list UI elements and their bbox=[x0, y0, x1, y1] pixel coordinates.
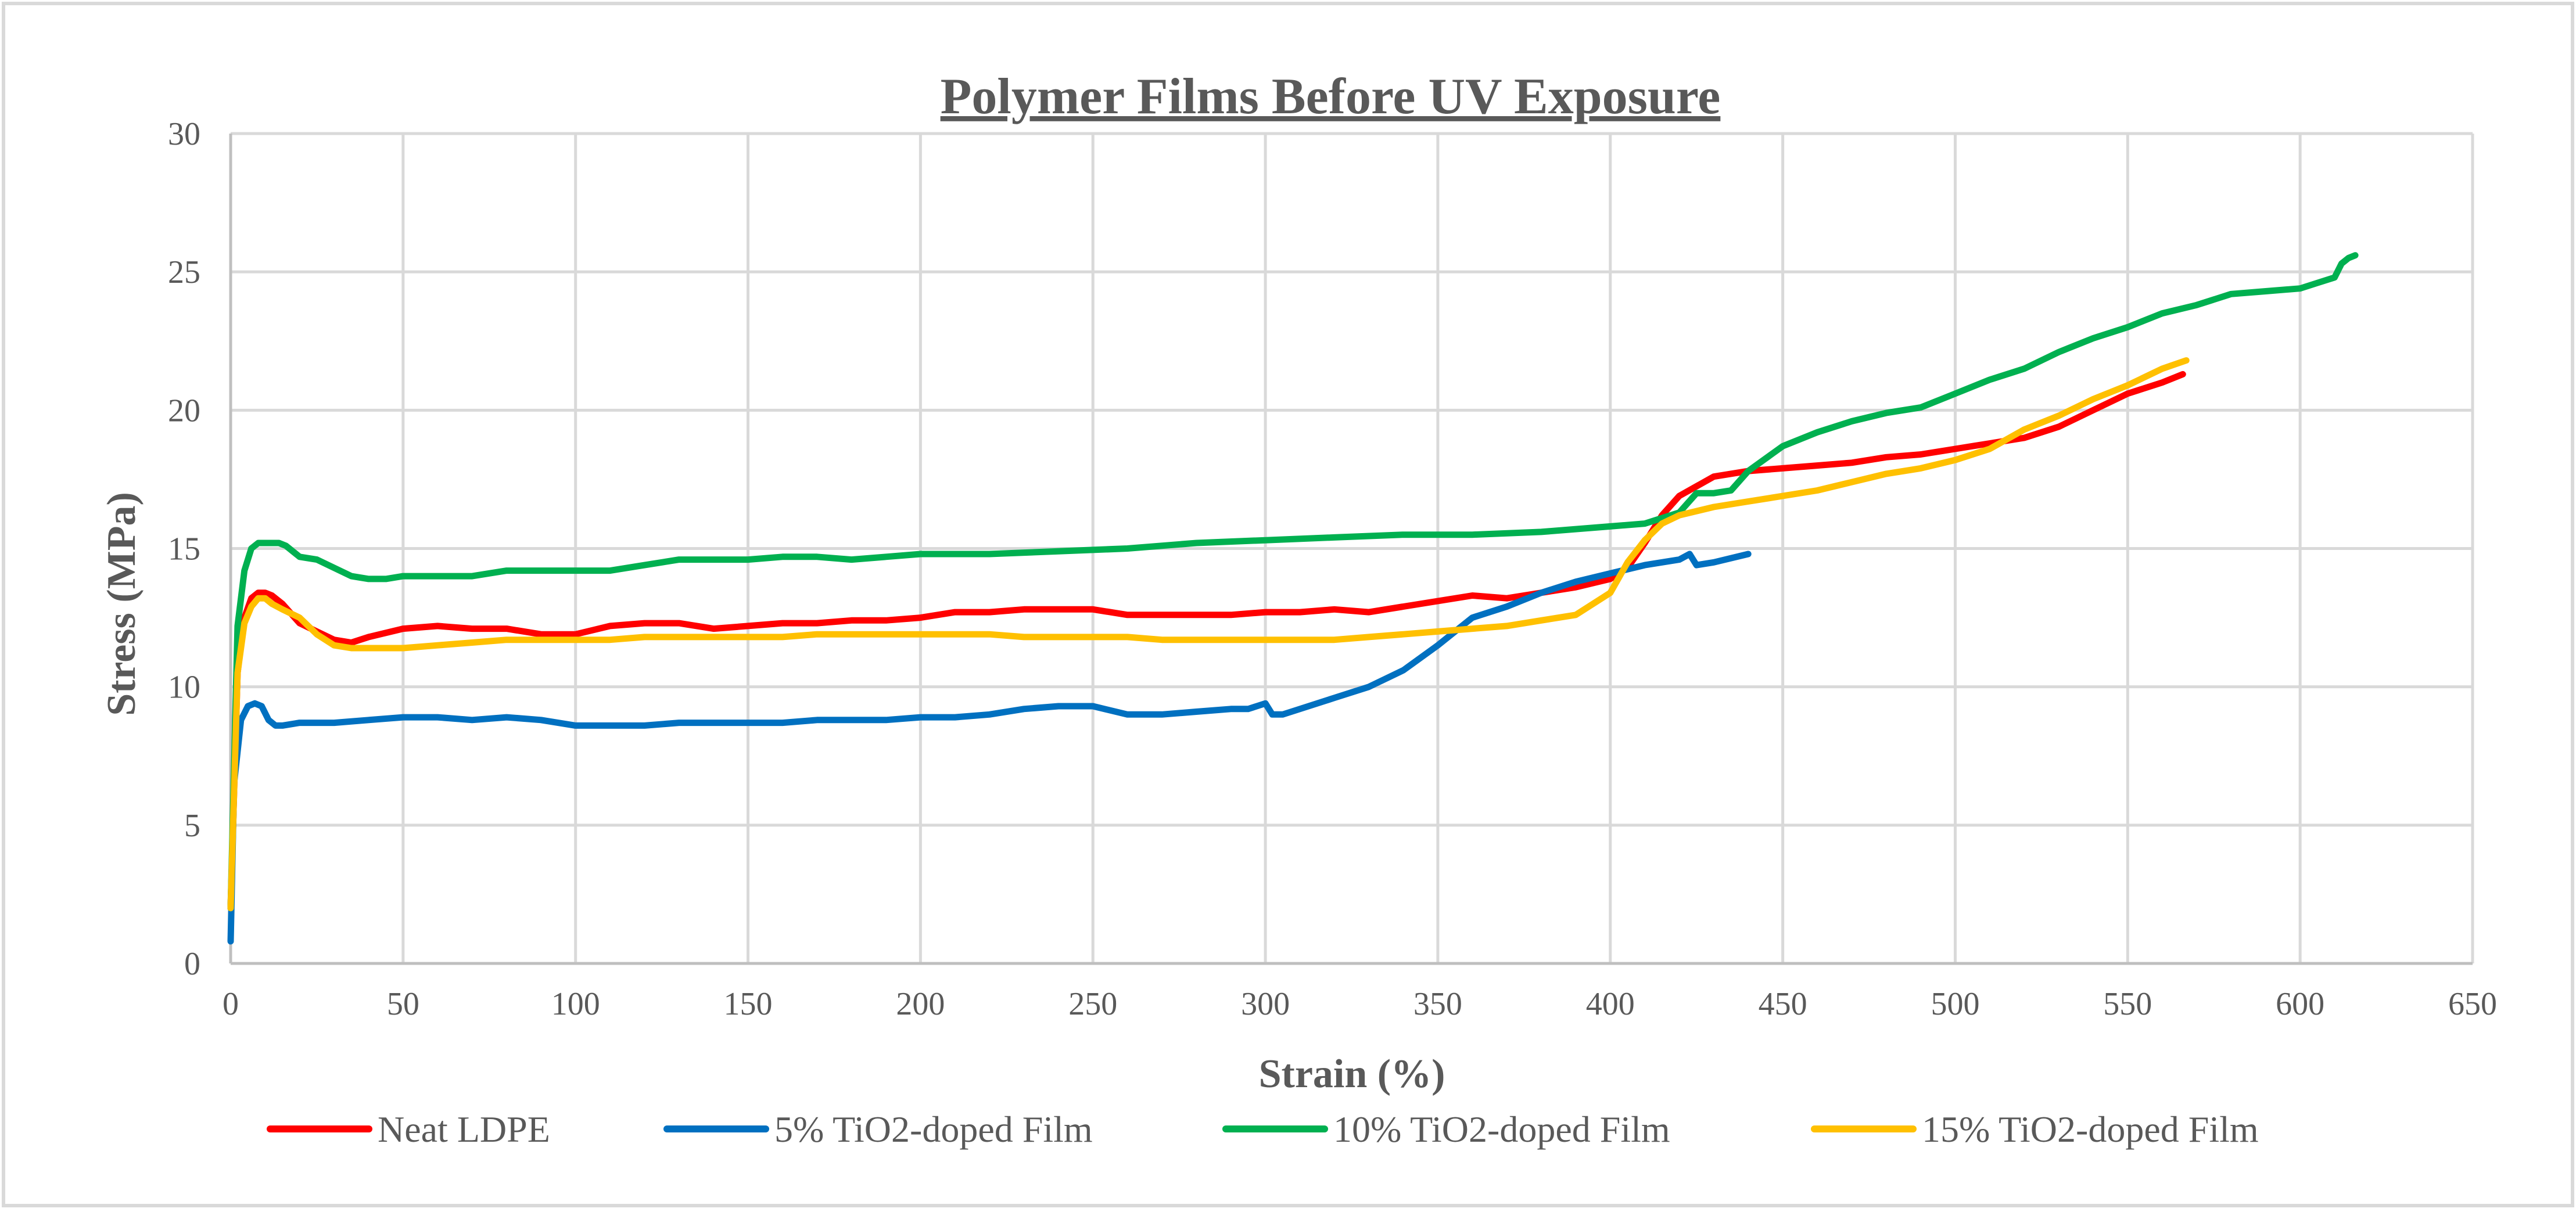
x-tick-label: 650 bbox=[2448, 986, 2497, 1022]
x-axis-title: Strain (%) bbox=[1259, 1052, 1445, 1096]
legend-label-neat-ldpe: Neat LDPE bbox=[378, 1109, 550, 1150]
legend: Neat LDPE 5% TiO2-doped Film 10% TiO2-dope… bbox=[267, 1109, 2259, 1150]
legend-label-15-tio2-doped-film: 15% TiO2-doped Film bbox=[1922, 1109, 2259, 1150]
x-tick-label: 50 bbox=[387, 986, 419, 1022]
grid bbox=[231, 132, 2474, 963]
y-tick-label: 25 bbox=[168, 254, 200, 290]
y-tick-label: 10 bbox=[168, 670, 200, 706]
x-tick-label: 200 bbox=[896, 986, 945, 1022]
x-tick-label: 150 bbox=[724, 986, 773, 1022]
x-tick-label: 450 bbox=[1759, 986, 1807, 1022]
x-tick-label: 350 bbox=[1413, 986, 1462, 1022]
series-line-5-tio2-doped-film bbox=[227, 551, 1752, 945]
y-tick-label: 5 bbox=[184, 808, 200, 844]
y-tick-label: 0 bbox=[184, 946, 200, 982]
tick-labels: 0 50 100 150 200 250 300 350 400 450 500 550 600 650 0… bbox=[168, 116, 2497, 1022]
series-line-15-tio2-doped-film bbox=[227, 357, 2190, 912]
x-tick-label: 100 bbox=[551, 986, 600, 1022]
x-tick-label: 0 bbox=[223, 986, 239, 1022]
y-axis-title: Stress (MPa) bbox=[99, 492, 144, 716]
x-tick-label: 400 bbox=[1586, 986, 1635, 1022]
y-tick-label: 30 bbox=[168, 116, 200, 152]
series-line-10-tio2-doped-film bbox=[227, 252, 2359, 912]
x-tick-label: 500 bbox=[1931, 986, 1979, 1022]
series-line-neat-ldpe bbox=[227, 371, 2186, 912]
y-tick-label: 15 bbox=[168, 531, 200, 567]
legend-label-5-tio2-doped-film: 5% TiO2-doped Film bbox=[774, 1109, 1093, 1150]
y-tick-label: 20 bbox=[168, 393, 200, 429]
x-tick-label: 600 bbox=[2276, 986, 2324, 1022]
legend-label-10-tio2-doped-film: 10% TiO2-doped Film bbox=[1333, 1109, 1670, 1150]
chart-title: Polymer Films Before UV Exposure bbox=[941, 69, 1721, 125]
x-tick-label: 300 bbox=[1241, 986, 1290, 1022]
x-tick-label: 550 bbox=[2103, 986, 2152, 1022]
x-tick-label: 250 bbox=[1068, 986, 1117, 1022]
series-layer bbox=[227, 252, 2359, 945]
